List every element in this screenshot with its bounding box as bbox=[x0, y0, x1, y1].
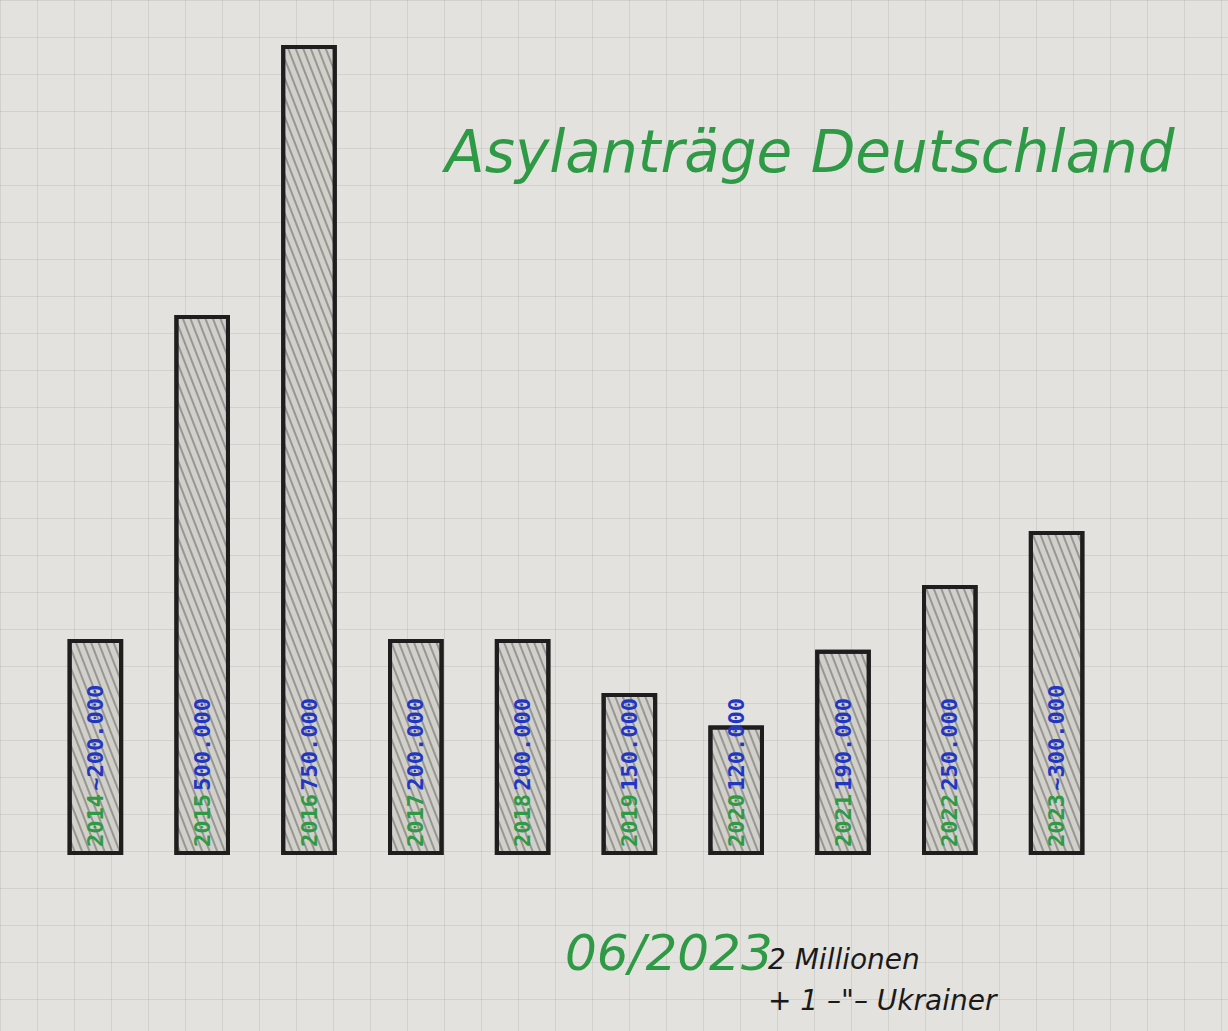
svg-text:2021: 2021 bbox=[831, 794, 856, 847]
svg-text:~300.000: ~300.000 bbox=[1044, 685, 1069, 791]
svg-text:2015: 2015 bbox=[190, 794, 215, 847]
svg-text:06/2023: 06/2023 bbox=[565, 924, 773, 982]
svg-text:200.000: 200.000 bbox=[510, 698, 535, 791]
svg-text:+ 1 –"– Ukrainer: + 1 –"– Ukrainer bbox=[768, 984, 998, 1017]
svg-text:2018: 2018 bbox=[510, 794, 535, 847]
svg-text:~200.000: ~200.000 bbox=[83, 685, 108, 791]
svg-text:2019: 2019 bbox=[617, 794, 642, 847]
svg-text:200.000: 200.000 bbox=[403, 698, 428, 791]
svg-text:150.000: 150.000 bbox=[617, 698, 642, 791]
svg-text:2017: 2017 bbox=[403, 794, 428, 847]
svg-text:120.000: 120.000 bbox=[724, 698, 749, 791]
svg-text:750.000: 750.000 bbox=[297, 698, 322, 791]
svg-text:2016: 2016 bbox=[297, 794, 322, 847]
svg-text:2023: 2023 bbox=[1044, 794, 1069, 847]
svg-text:2014: 2014 bbox=[83, 794, 108, 847]
svg-text:2022: 2022 bbox=[937, 794, 962, 847]
svg-text:500.000: 500.000 bbox=[190, 698, 215, 791]
svg-text:250.000: 250.000 bbox=[937, 698, 962, 791]
svg-text:190.000: 190.000 bbox=[831, 698, 856, 791]
svg-text:2 Millionen: 2 Millionen bbox=[768, 943, 920, 976]
svg-text:2020: 2020 bbox=[724, 794, 749, 847]
svg-text:Asylanträge Deutschland: Asylanträge Deutschland bbox=[441, 118, 1176, 186]
